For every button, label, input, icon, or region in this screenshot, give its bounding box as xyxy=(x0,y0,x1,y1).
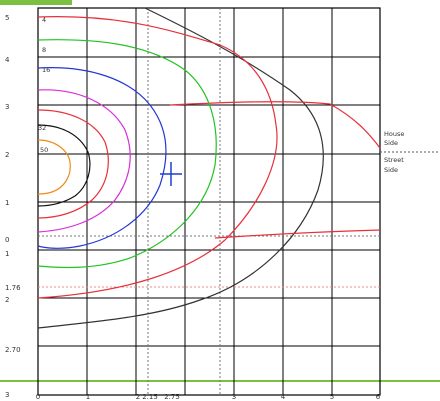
contour-black xyxy=(37,124,91,207)
reference-lines xyxy=(38,8,440,395)
y-tick-label: 4 xyxy=(5,56,10,64)
accent-bar-top xyxy=(0,0,72,5)
y-tick-label: 2 xyxy=(5,151,9,159)
x-tick-label: 0 xyxy=(36,393,40,401)
contour-value-label: 4 xyxy=(42,16,46,24)
contour-green xyxy=(37,39,217,269)
y-tick-label: 3 xyxy=(5,103,9,111)
y-tick-label: 5 xyxy=(5,14,9,22)
y-tick-label: 1.76 xyxy=(5,284,21,292)
label-street: Street xyxy=(384,156,404,164)
contour-magenta xyxy=(37,89,131,233)
contour-value-label: 50 xyxy=(40,146,48,154)
contour-blue xyxy=(37,67,167,249)
contour-red-line xyxy=(169,101,381,149)
y-tick-label: 2 xyxy=(5,296,9,304)
contour-lines xyxy=(37,7,381,329)
y-tick-label: 3 xyxy=(5,391,9,399)
x-tick-label: 4 xyxy=(281,393,286,401)
y-tick-labels: 5 4 3 2 1 0 1 1.76 2 2.70 3 xyxy=(5,14,21,399)
x-tick-label: 3 xyxy=(232,393,236,401)
contour-value-label: 16 xyxy=(42,66,50,74)
x-tick-labels: 0 1 2 2.15 2.75 3 4 5 6 xyxy=(36,393,381,401)
contour-value-label: 8 xyxy=(42,46,46,54)
y-tick-label: 1 xyxy=(5,250,9,258)
plot-grid xyxy=(37,7,381,396)
y-tick-label: 2.70 xyxy=(5,346,21,354)
contour-value-labels: 4 8 16 32 50 xyxy=(38,16,50,154)
contour-red-lower xyxy=(214,229,381,239)
x-tick-label: 2 xyxy=(136,393,140,401)
contour-outer xyxy=(37,7,324,329)
label-house-side: Side xyxy=(384,139,398,147)
location-marker xyxy=(160,162,182,186)
contour-red-outer xyxy=(37,16,278,299)
contour-red-inner xyxy=(37,109,109,219)
contour-value-label: 32 xyxy=(38,124,46,132)
label-street-side: Side xyxy=(384,166,398,174)
x-tick-label: 2.75 xyxy=(164,393,180,401)
label-house: House xyxy=(384,130,404,138)
x-tick-label: 6 xyxy=(376,393,381,401)
y-tick-label: 1 xyxy=(5,199,9,207)
x-tick-label: 1 xyxy=(86,393,90,401)
y-tick-label: 0 xyxy=(5,236,9,244)
x-tick-label: 2.15 xyxy=(142,393,158,401)
contour-orange xyxy=(37,139,71,195)
x-tick-label: 5 xyxy=(330,393,334,401)
